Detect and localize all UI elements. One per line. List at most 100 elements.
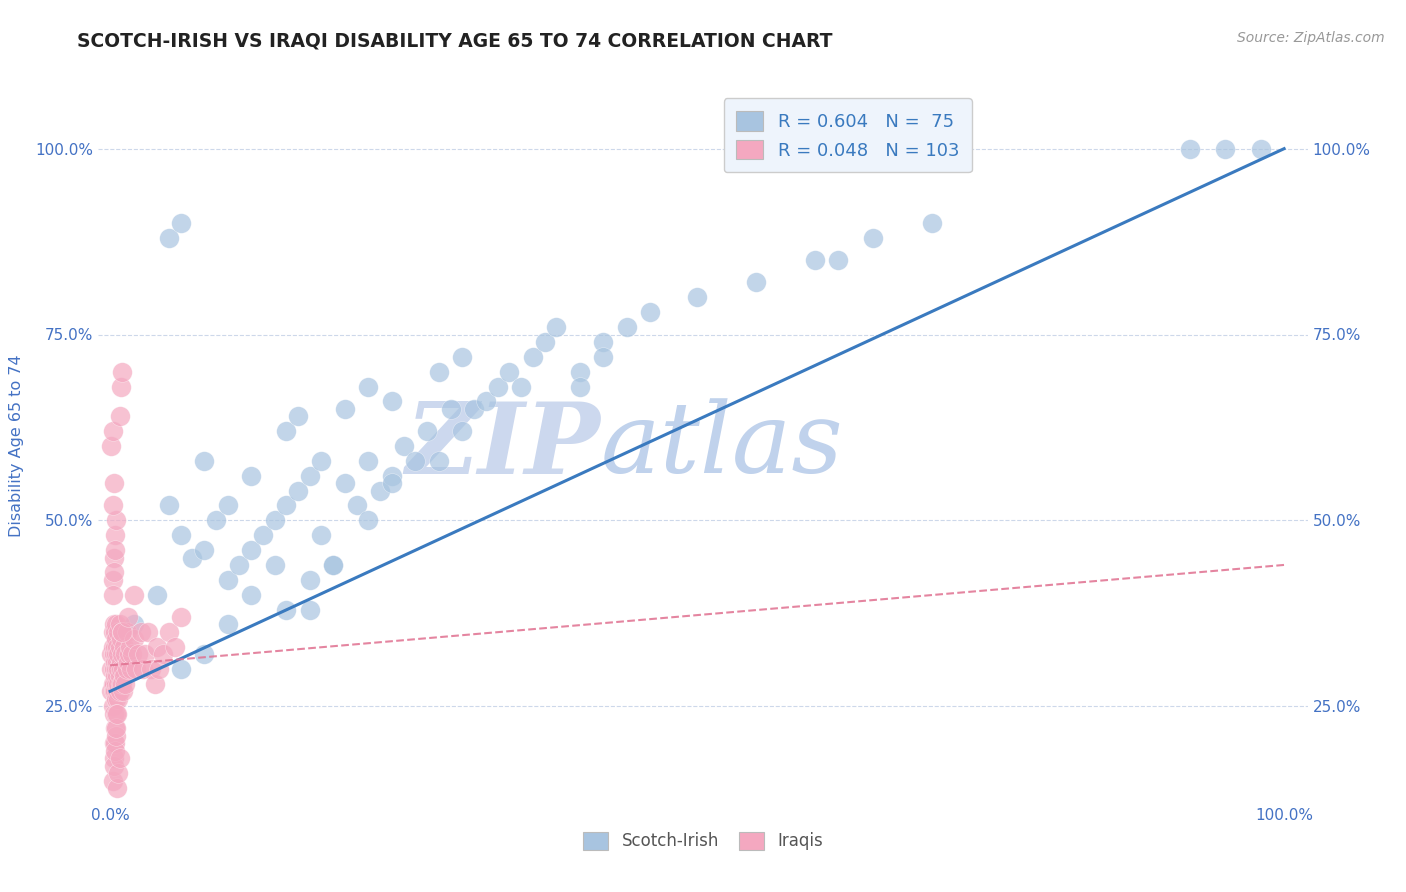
Point — [112, 640, 135, 654]
Point — [616, 320, 638, 334]
Point — [357, 379, 380, 393]
Point — [193, 454, 215, 468]
Point — [122, 617, 145, 632]
Point — [533, 334, 555, 349]
Point — [104, 684, 127, 698]
Point — [381, 468, 404, 483]
Point — [136, 624, 159, 639]
Point — [115, 662, 138, 676]
Point — [104, 543, 127, 558]
Point — [217, 617, 239, 632]
Point — [427, 365, 450, 379]
Point — [322, 558, 344, 572]
Legend: Scotch-Irish, Iraqis: Scotch-Irish, Iraqis — [575, 823, 831, 859]
Point — [105, 662, 128, 676]
Point — [129, 624, 152, 639]
Point — [333, 476, 356, 491]
Point — [101, 588, 124, 602]
Point — [169, 610, 191, 624]
Point — [111, 647, 134, 661]
Point — [1250, 142, 1272, 156]
Point — [475, 394, 498, 409]
Point — [107, 647, 129, 661]
Point — [1180, 142, 1202, 156]
Point — [228, 558, 250, 572]
Point — [276, 499, 298, 513]
Point — [686, 290, 709, 304]
Point — [333, 401, 356, 416]
Point — [103, 677, 125, 691]
Point — [104, 640, 127, 654]
Y-axis label: Disability Age 65 to 74: Disability Age 65 to 74 — [10, 355, 24, 537]
Point — [181, 550, 204, 565]
Point — [114, 647, 136, 661]
Point — [240, 468, 263, 483]
Point — [381, 394, 404, 409]
Point — [105, 706, 128, 721]
Point — [105, 722, 128, 736]
Point — [107, 624, 129, 639]
Text: ZIP: ZIP — [405, 398, 600, 494]
Point — [204, 513, 226, 527]
Point — [103, 566, 125, 580]
Point — [263, 558, 285, 572]
Point — [110, 677, 132, 691]
Point — [105, 706, 128, 721]
Point — [298, 573, 321, 587]
Point — [105, 617, 128, 632]
Point — [451, 350, 474, 364]
Point — [118, 647, 141, 661]
Point — [240, 543, 263, 558]
Point — [125, 662, 148, 676]
Point — [143, 677, 166, 691]
Point — [287, 483, 309, 498]
Point — [107, 662, 129, 676]
Point — [568, 379, 591, 393]
Point — [263, 513, 285, 527]
Point — [193, 647, 215, 661]
Point — [103, 617, 125, 632]
Point — [103, 706, 125, 721]
Point — [451, 424, 474, 438]
Point — [105, 655, 128, 669]
Point — [104, 669, 127, 683]
Point — [110, 632, 132, 647]
Point — [105, 691, 128, 706]
Point — [463, 401, 485, 416]
Point — [104, 528, 127, 542]
Point — [546, 320, 568, 334]
Point — [193, 543, 215, 558]
Point — [157, 624, 180, 639]
Point — [105, 684, 128, 698]
Point — [104, 655, 127, 669]
Point — [108, 640, 131, 654]
Point — [169, 662, 191, 676]
Point — [103, 476, 125, 491]
Point — [122, 588, 145, 602]
Point — [276, 602, 298, 616]
Point — [368, 483, 391, 498]
Point — [100, 662, 122, 676]
Point — [498, 365, 520, 379]
Point — [357, 454, 380, 468]
Point — [108, 617, 131, 632]
Point — [311, 454, 333, 468]
Point — [141, 662, 163, 676]
Point — [112, 684, 135, 698]
Point — [121, 647, 143, 661]
Point — [120, 640, 142, 654]
Point — [357, 513, 380, 527]
Point — [105, 647, 128, 661]
Point — [132, 662, 155, 676]
Point — [134, 647, 156, 661]
Point — [101, 699, 124, 714]
Text: atlas: atlas — [600, 399, 844, 493]
Point — [862, 231, 884, 245]
Point — [522, 350, 544, 364]
Point — [745, 276, 768, 290]
Point — [592, 350, 614, 364]
Point — [108, 669, 131, 683]
Point — [103, 736, 125, 750]
Point — [105, 513, 128, 527]
Point — [148, 662, 170, 676]
